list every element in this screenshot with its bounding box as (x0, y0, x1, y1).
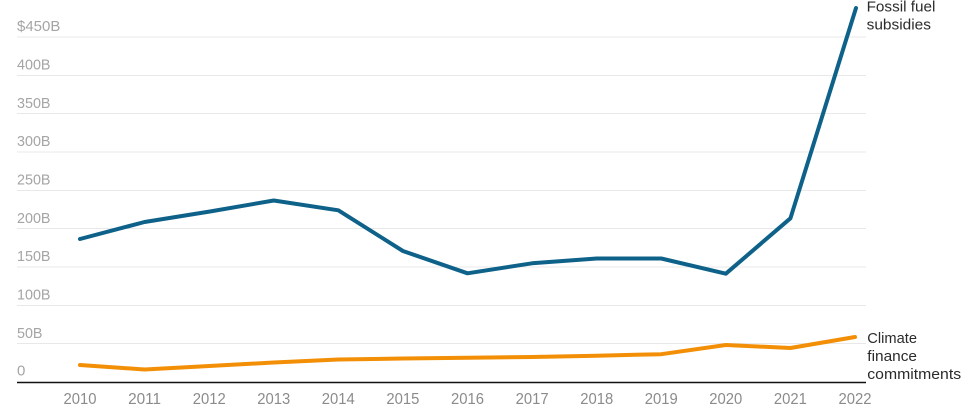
svg-text:2011: 2011 (128, 391, 161, 408)
svg-text:2015: 2015 (386, 391, 419, 408)
svg-text:Fossil fuel: Fossil fuel (867, 0, 936, 15)
svg-text:200B: 200B (17, 210, 51, 227)
svg-text:2020: 2020 (709, 391, 742, 408)
svg-text:2013: 2013 (257, 391, 290, 408)
svg-text:350B: 350B (17, 95, 51, 112)
svg-text:commitments: commitments (867, 366, 961, 383)
svg-text:2019: 2019 (645, 391, 678, 408)
svg-text:0: 0 (17, 363, 25, 380)
svg-text:2021: 2021 (774, 391, 807, 408)
svg-text:100B: 100B (17, 287, 51, 304)
svg-text:250B: 250B (17, 172, 51, 189)
svg-text:Climate: Climate (867, 330, 917, 347)
svg-text:2014: 2014 (322, 391, 355, 408)
svg-text:subsidies: subsidies (867, 16, 931, 33)
svg-text:2016: 2016 (451, 391, 484, 408)
svg-text:150B: 150B (17, 248, 51, 265)
svg-text:300B: 300B (17, 133, 51, 150)
svg-text:2017: 2017 (516, 391, 549, 408)
svg-text:$450B: $450B (17, 18, 60, 35)
svg-text:2018: 2018 (580, 391, 613, 408)
svg-text:finance: finance (867, 348, 917, 365)
svg-text:2010: 2010 (64, 391, 97, 408)
svg-text:2012: 2012 (193, 391, 226, 408)
svg-text:400B: 400B (17, 57, 51, 74)
svg-text:50B: 50B (17, 325, 43, 342)
svg-text:2022: 2022 (839, 391, 872, 408)
